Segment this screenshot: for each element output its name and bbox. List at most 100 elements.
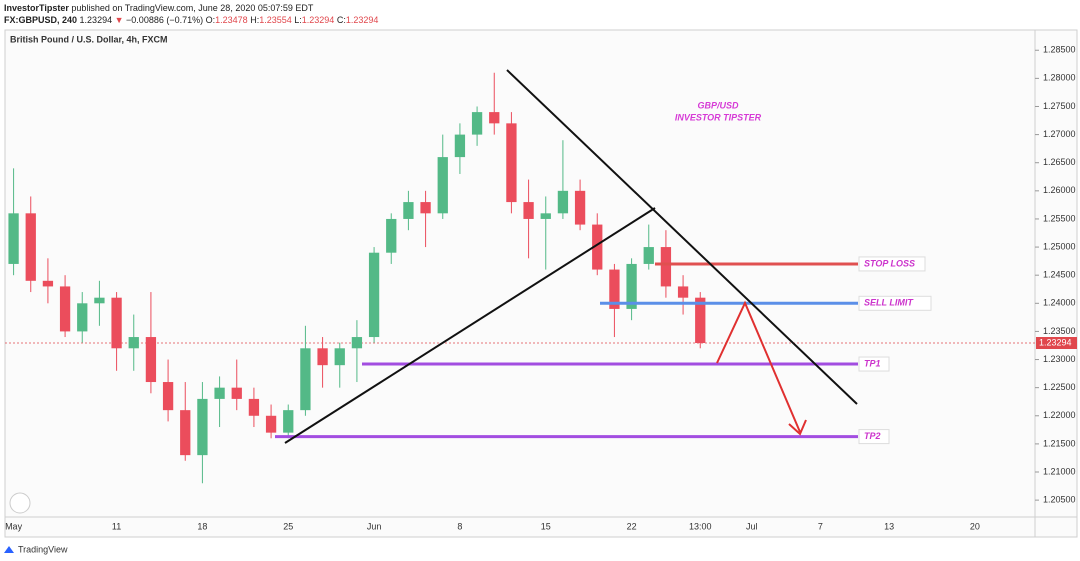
annotation: INVESTOR TIPSTER <box>675 112 762 122</box>
candle-body <box>162 382 174 411</box>
candle-body <box>351 337 363 349</box>
chart-frame <box>4 29 1078 538</box>
x-tick-label: 22 <box>627 521 637 531</box>
l: 1.23294 <box>301 15 335 25</box>
candle-body <box>506 123 517 203</box>
candle-body <box>454 134 466 158</box>
candle-body <box>59 286 71 332</box>
logo-badge <box>9 492 31 514</box>
candle-body <box>574 190 586 225</box>
arrow: ▼ <box>114 15 124 25</box>
x-tick-label: 15 <box>541 521 551 531</box>
level-label: TP1 <box>864 358 881 368</box>
y-tick-label: 1.24000 <box>1043 298 1076 308</box>
change: −0.00886 (−0.71%) <box>126 15 204 25</box>
y-tick-label: 1.28000 <box>1043 73 1076 83</box>
candle-body <box>677 286 689 298</box>
chart-title: British Pound / U.S. Dollar, 4h, FXCM <box>10 34 168 44</box>
published: published on TradingView.com, June 28, 2… <box>71 3 314 13</box>
h-label: H: <box>250 15 260 25</box>
y-tick-label: 1.26000 <box>1043 185 1076 195</box>
quote-line: FX:GBPUSD, 240 1.23294 ▼ −0.00886 (−0.71… <box>4 14 378 26</box>
l-label: L: <box>294 15 302 25</box>
c-label: C: <box>336 15 346 25</box>
level-label-box <box>858 429 890 445</box>
y-tick-label: 1.20500 <box>1043 495 1076 505</box>
x-tick-label: 13 <box>884 521 894 531</box>
candle-body <box>540 213 551 219</box>
candle-body <box>265 415 277 433</box>
candle-body <box>557 190 569 214</box>
candle-body <box>94 297 105 304</box>
candle-body <box>42 280 54 287</box>
candle-body <box>283 410 294 433</box>
candle-body <box>128 337 139 349</box>
x-tick-label: 7 <box>818 521 823 531</box>
y-tick-label: 1.21500 <box>1043 438 1076 448</box>
candle-body <box>248 398 260 416</box>
trendline <box>284 207 656 444</box>
plot: 1.20500 1.21000 1.21500 1.22000 1.22500 1.230… <box>5 45 1077 531</box>
h: 1.23554 <box>259 15 292 25</box>
candle-body <box>386 218 397 253</box>
x-tick-label: 18 <box>197 521 207 531</box>
x-tick-label: Jun <box>367 521 382 531</box>
publish-line: InvestorTipster published on TradingView… <box>4 2 378 14</box>
y-tick-label: 1.22500 <box>1043 382 1076 392</box>
candle-body <box>660 247 672 287</box>
symbol: FX:GBPUSD, 240 <box>4 15 78 25</box>
candle-body <box>180 410 191 456</box>
candle-body <box>523 202 534 219</box>
candle-body <box>643 247 654 264</box>
candle-body <box>592 224 603 270</box>
y-tick-label: 1.21000 <box>1043 466 1076 476</box>
y-tick-label: 1.28500 <box>1043 45 1076 55</box>
o: 1.23478 <box>215 15 248 25</box>
x-tick-label: 8 <box>457 521 462 531</box>
candle-body <box>626 263 637 309</box>
level-label-box <box>858 295 932 311</box>
candle-body <box>231 387 242 399</box>
candle-body <box>300 348 311 411</box>
last: 1.23294 <box>79 15 113 25</box>
level-label: TP2 <box>864 431 881 441</box>
candle-body <box>609 269 620 309</box>
author: InvestorTipster <box>4 3 69 13</box>
y-tick-label: 1.25500 <box>1043 213 1076 223</box>
x-tick-label: 25 <box>283 521 293 531</box>
y-tick-label: 1.22000 <box>1043 410 1076 420</box>
level-label-box <box>858 356 890 372</box>
candle-body <box>437 157 448 214</box>
candle-body <box>197 398 208 456</box>
x-tick-label: 11 <box>112 521 121 531</box>
y-tick-label: 1.23000 <box>1043 354 1076 364</box>
candle-body <box>471 112 483 135</box>
header: InvestorTipster published on TradingView… <box>4 2 378 26</box>
candle-body <box>111 297 122 349</box>
x-tick-label: Jul <box>746 521 758 531</box>
y-tick-label: 1.26500 <box>1043 157 1076 167</box>
candle-body <box>77 303 88 332</box>
candle-body <box>334 348 345 366</box>
candle-body <box>695 297 706 344</box>
projection-arrow <box>716 300 801 433</box>
candle-body <box>145 337 157 383</box>
last-price-box <box>1036 337 1077 350</box>
o-label: O: <box>205 15 216 25</box>
level-label: STOP LOSS <box>864 258 915 268</box>
candle-body <box>25 213 36 281</box>
level-label: SELL LIMIT <box>864 298 914 308</box>
footer-logo <box>4 546 14 553</box>
candle-body <box>368 252 380 338</box>
last-price-label: 1.23294 <box>1039 337 1072 347</box>
candle-body <box>214 387 225 399</box>
arrow-head <box>788 419 807 436</box>
y-tick-label: 1.23500 <box>1043 326 1076 336</box>
x-tick-label: 13:00 <box>689 521 712 531</box>
y-tick-label: 1.27500 <box>1043 101 1076 111</box>
y-tick-label: 1.24500 <box>1043 270 1076 280</box>
c: 1.23294 <box>345 15 379 25</box>
level-label-box <box>858 256 926 272</box>
